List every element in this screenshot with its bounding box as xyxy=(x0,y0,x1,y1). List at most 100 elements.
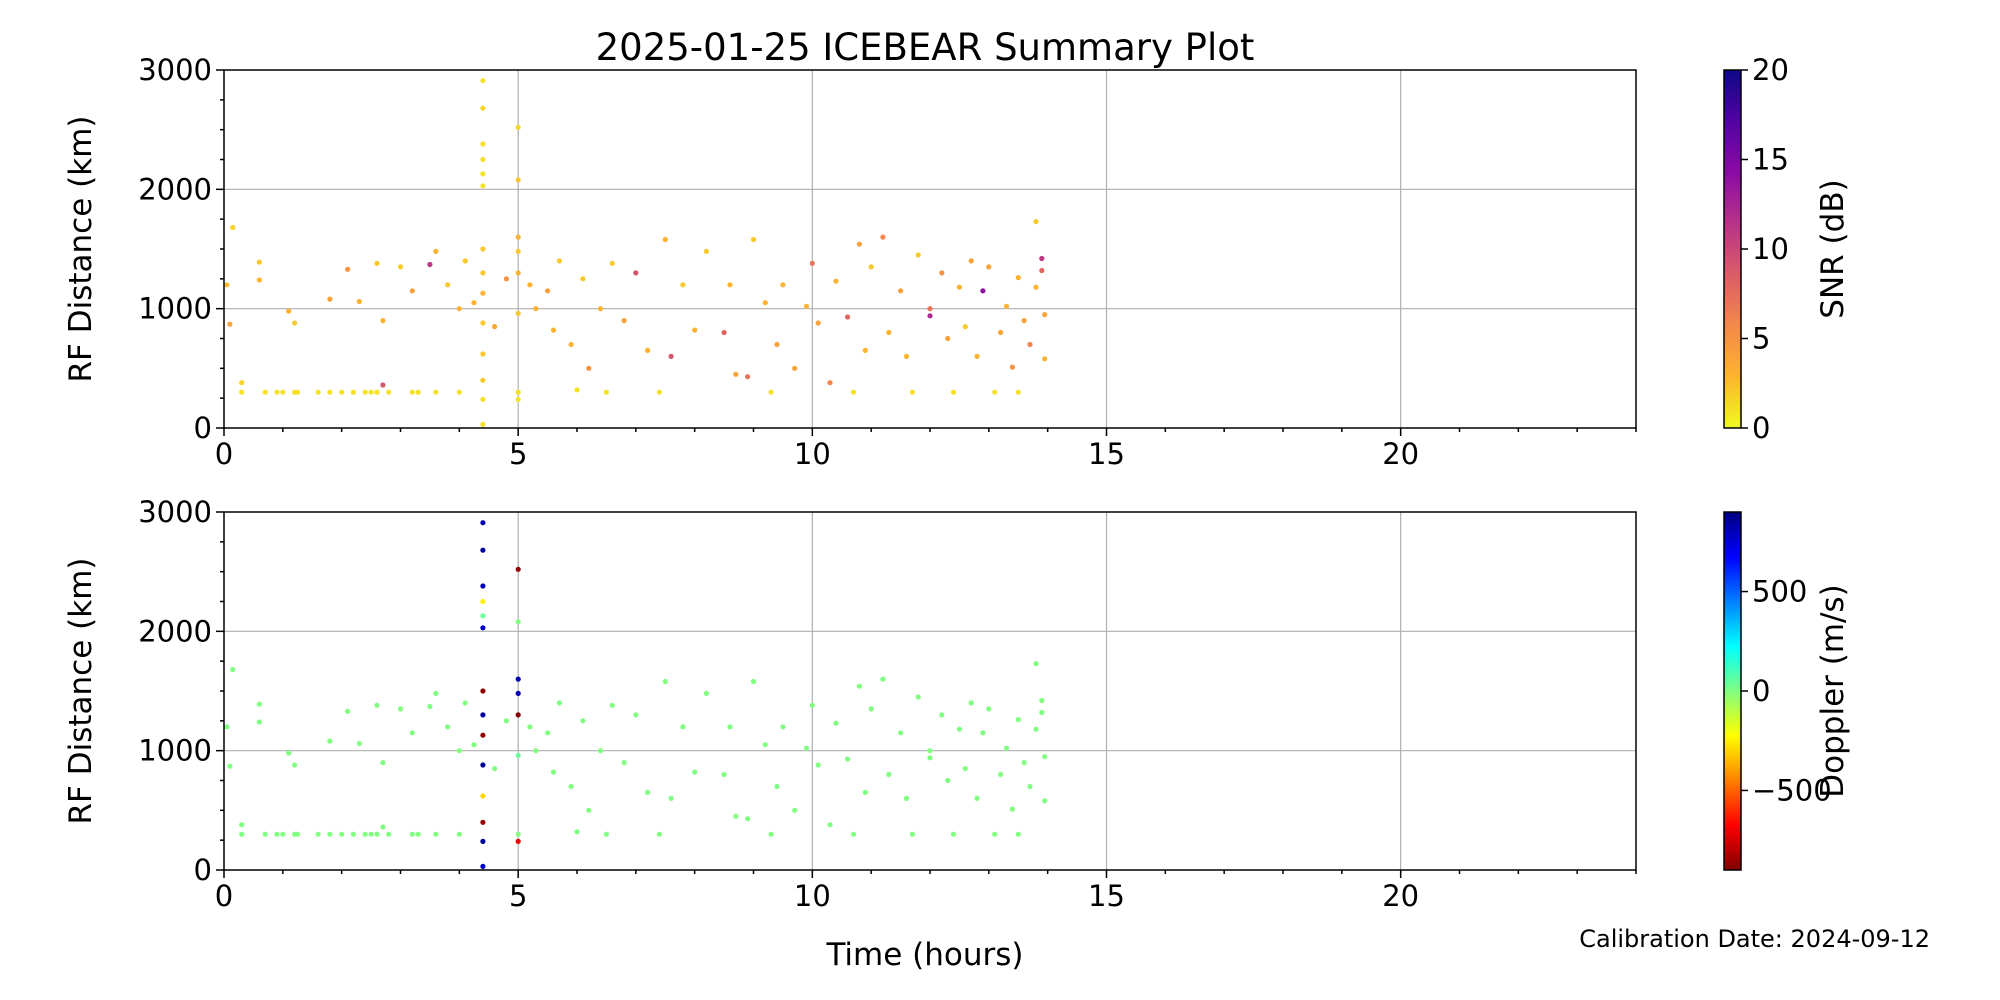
data-point xyxy=(1009,364,1016,370)
data-point xyxy=(239,822,245,828)
data-point xyxy=(1042,312,1048,318)
data-point xyxy=(1015,275,1021,281)
data-point xyxy=(397,706,404,712)
data-point xyxy=(1027,783,1033,790)
data-point xyxy=(850,389,857,395)
data-point xyxy=(409,288,415,294)
x-tick-label: 20 xyxy=(1382,437,1419,471)
y-tick-label: 3000 xyxy=(138,53,212,87)
data-point xyxy=(621,760,627,766)
data-point xyxy=(462,700,468,706)
data-point xyxy=(480,290,486,296)
snr-panel: 0 5 10 15 20 0 1000 2000 3000 RF Distance (km) 0 5 1… xyxy=(63,53,1851,471)
data-point xyxy=(762,742,768,748)
data-point xyxy=(350,831,356,837)
data-point xyxy=(239,389,245,395)
colorbar-label: Doppler (m/s) xyxy=(1815,584,1851,797)
data-point xyxy=(909,389,916,395)
data-point xyxy=(998,329,1004,336)
data-point xyxy=(433,248,439,254)
data-point xyxy=(927,748,933,754)
data-point xyxy=(945,335,951,342)
data-point xyxy=(845,314,851,320)
data-point xyxy=(792,365,798,371)
data-point xyxy=(356,740,362,747)
data-point xyxy=(745,816,751,822)
data-point xyxy=(427,703,433,710)
data-point xyxy=(515,248,521,254)
data-point xyxy=(733,371,739,377)
data-point xyxy=(515,177,521,183)
data-point xyxy=(939,712,945,718)
y-axis-label: RF Distance (km) xyxy=(63,116,99,383)
data-point xyxy=(315,831,321,837)
data-point xyxy=(256,719,262,725)
data-point xyxy=(886,329,892,336)
data-point xyxy=(380,382,386,388)
data-point xyxy=(609,702,615,708)
data-point xyxy=(515,396,521,402)
data-point xyxy=(527,724,533,730)
data-point xyxy=(803,303,810,309)
data-point xyxy=(809,702,815,708)
data-point xyxy=(827,822,833,828)
data-point xyxy=(856,683,863,689)
data-point xyxy=(456,831,462,837)
data-point xyxy=(980,288,986,294)
data-point xyxy=(415,831,421,837)
data-point xyxy=(556,700,563,706)
data-point xyxy=(986,264,992,270)
data-point xyxy=(224,282,230,288)
y-tick-label: 0 xyxy=(194,853,212,887)
data-point xyxy=(280,389,286,395)
data-point xyxy=(480,625,486,631)
data-point xyxy=(803,745,810,751)
data-point xyxy=(230,666,236,673)
data-point xyxy=(256,277,262,283)
data-point xyxy=(386,831,392,837)
data-point xyxy=(480,421,486,427)
data-point xyxy=(480,183,486,189)
data-point xyxy=(415,389,421,395)
data-point xyxy=(480,838,486,845)
data-point xyxy=(962,324,968,330)
data-point xyxy=(680,282,686,288)
data-point xyxy=(956,284,963,290)
data-point xyxy=(480,141,486,147)
data-point xyxy=(927,755,933,761)
data-point xyxy=(515,690,521,697)
data-point xyxy=(480,78,486,84)
data-point xyxy=(750,236,757,243)
y-tick-label: 1000 xyxy=(138,292,212,326)
data-point xyxy=(480,712,486,718)
data-point xyxy=(480,598,486,605)
data-point xyxy=(533,748,539,754)
data-point xyxy=(868,706,874,712)
data-point xyxy=(956,726,963,732)
data-point xyxy=(1015,831,1021,837)
data-point xyxy=(515,389,521,395)
y-tick-label: 1000 xyxy=(138,734,212,768)
data-point xyxy=(703,248,710,254)
data-point xyxy=(809,260,815,266)
data-point xyxy=(480,688,486,694)
data-point xyxy=(471,300,477,306)
data-point xyxy=(409,389,415,395)
data-point xyxy=(597,306,604,312)
data-point xyxy=(256,701,262,707)
data-point xyxy=(315,389,321,395)
x-tick-label: 5 xyxy=(509,879,527,913)
data-point xyxy=(927,313,933,319)
data-point xyxy=(527,282,533,288)
data-point xyxy=(480,732,486,738)
y-axis-label: RF Distance (km) xyxy=(63,558,99,825)
data-point xyxy=(1027,341,1033,348)
colorbar-tick-label: 15 xyxy=(1752,143,1789,177)
x-tick-label: 15 xyxy=(1088,437,1125,471)
data-point xyxy=(1042,754,1048,760)
data-point xyxy=(1039,697,1045,704)
data-point xyxy=(550,769,557,775)
data-point xyxy=(580,276,586,282)
data-point xyxy=(345,266,351,272)
data-point xyxy=(374,831,380,837)
